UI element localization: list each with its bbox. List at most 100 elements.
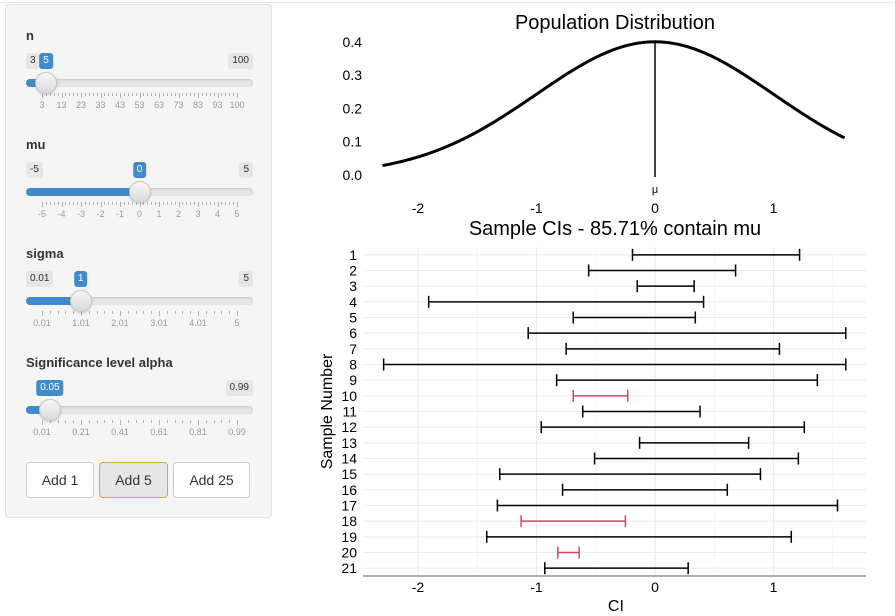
slider-minor-tick xyxy=(92,93,94,96)
n-slider[interactable]: 3 100 5 3 13 23 33 43 53 63 73 83 93 100 xyxy=(26,53,253,131)
slider-minor-tick xyxy=(225,202,227,205)
population-y-tick-label: 0.3 xyxy=(343,67,363,83)
slider-minor-tick xyxy=(174,420,176,423)
slider-tick-label: 3 xyxy=(195,209,201,219)
slider-minor-tick xyxy=(190,420,192,423)
slider-minor-tick xyxy=(123,202,125,205)
slider-minor-tick xyxy=(170,202,172,205)
ci-sample-tick-label: 4 xyxy=(349,294,357,310)
slider-tick-label: 2.01 xyxy=(111,318,129,328)
slider-handle[interactable] xyxy=(38,399,61,421)
slider-track[interactable] xyxy=(26,297,253,305)
slider-tick xyxy=(120,420,121,425)
ci-sample-tick-label: 3 xyxy=(349,278,357,294)
slider-max-label: 0.99 xyxy=(225,380,253,396)
slider-minor-tick xyxy=(147,93,149,96)
ci-sample-tick-label: 16 xyxy=(341,482,357,498)
slider-minor-tick xyxy=(57,311,59,314)
slider-tick-label: 3.01 xyxy=(150,318,168,328)
slider-minor-tick xyxy=(143,93,145,96)
alpha-slider[interactable]: 0.99 0.05 0.01 0.21 0.41 0.61 0.81 0.99 xyxy=(26,380,253,458)
slider-tick-label: 13 xyxy=(56,100,67,110)
ci-sample-tick-label: 9 xyxy=(349,372,357,388)
ci-chart-title: Sample CIs - 85.71% contain mu xyxy=(469,218,761,240)
slider-minor-tick xyxy=(194,202,196,205)
slider-minor-tick xyxy=(221,420,223,423)
sigma-slider[interactable]: 0.01 5 1 0.01 1.01 2.01 3.01 4.01 5 xyxy=(26,271,253,349)
slider-minor-tick xyxy=(213,311,215,314)
slider-handle[interactable] xyxy=(35,72,58,94)
ci-sample-tick-label: 2 xyxy=(349,263,357,279)
slider-minor-tick xyxy=(49,202,51,205)
top-divider xyxy=(0,2,895,3)
add-5-button[interactable]: Add 5 xyxy=(99,462,168,498)
slider-minor-tick xyxy=(205,202,207,205)
slider-handle[interactable] xyxy=(69,290,92,312)
slider-minor-tick xyxy=(96,311,98,314)
slider-minor-tick xyxy=(45,93,47,96)
slider-track[interactable] xyxy=(26,79,253,87)
mu-label: mu xyxy=(26,137,46,152)
slider-minor-tick xyxy=(88,420,90,423)
slider-minor-tick xyxy=(135,93,137,96)
add-1-button[interactable]: Add 1 xyxy=(26,462,94,498)
slider-minor-tick xyxy=(186,202,188,205)
slider-minor-tick xyxy=(84,202,86,205)
slider-fill xyxy=(26,188,140,196)
add-25-button[interactable]: Add 25 xyxy=(173,462,250,498)
slider-minor-tick xyxy=(190,93,192,96)
slider-minor-tick xyxy=(182,311,184,314)
slider-tick-label: 43 xyxy=(114,100,126,110)
slider-tick-label: 63 xyxy=(153,100,165,110)
slider-minor-tick xyxy=(190,202,192,205)
slider-tick-label: -3 xyxy=(76,209,86,219)
slider-tick xyxy=(198,93,199,98)
slider-value-label: 0.05 xyxy=(36,380,64,396)
slider-minor-tick xyxy=(88,202,90,205)
slider-minor-tick xyxy=(116,202,118,205)
slider-tick xyxy=(159,93,160,98)
sidebar-panel: n 3 100 5 3 13 23 33 43 53 63 73 83 93 100 mu -5 5 0 -5-… xyxy=(5,4,272,518)
slider-minor-tick xyxy=(143,420,145,423)
slider-minor-tick xyxy=(65,93,67,96)
slider-max-label: 5 xyxy=(239,271,253,287)
slider-minor-tick xyxy=(96,93,98,96)
slider-minor-tick xyxy=(201,93,203,96)
slider-tick-label: 0 xyxy=(136,209,143,219)
slider-min-label: -5 xyxy=(26,162,43,178)
slider-minor-tick xyxy=(53,93,55,96)
slider-minor-tick xyxy=(123,93,125,96)
population-y-tick-label: 0.1 xyxy=(343,134,363,150)
sigma-label: sigma xyxy=(26,246,64,261)
slider-minor-tick xyxy=(143,311,145,314)
population-x-tick-label: 0 xyxy=(651,200,659,215)
slider-tick-label: 23 xyxy=(75,100,87,110)
slider-value-label: 5 xyxy=(39,53,53,69)
slider-fill xyxy=(26,406,50,414)
slider-minor-tick xyxy=(127,202,129,205)
ci-sample-tick-label: 11 xyxy=(342,404,357,420)
slider-max-label: 5 xyxy=(239,162,253,178)
slider-minor-tick xyxy=(77,93,79,96)
slider-minor-tick xyxy=(229,420,231,423)
slider-tick xyxy=(237,202,238,207)
mu-slider[interactable]: -5 5 0 -5 -4 -3 -2 -1 0 1 2 3 4 5 xyxy=(26,162,253,240)
slider-tick xyxy=(159,420,160,425)
ci-sample-tick-label: 1 xyxy=(349,247,357,263)
slider-minor-tick xyxy=(166,202,168,205)
slider-tick xyxy=(139,93,141,98)
slider-tick xyxy=(178,202,180,207)
ci-sample-tick-label: 12 xyxy=(341,419,357,435)
slider-tick-label: 73 xyxy=(173,100,184,110)
population-y-tick-label: 0.2 xyxy=(343,100,363,116)
slider-handle[interactable] xyxy=(128,181,151,203)
ci-sample-tick-label: 15 xyxy=(341,466,357,482)
mu-marker-label: μ xyxy=(652,184,658,196)
ci-x-axis-title: CI xyxy=(608,598,624,615)
slider-tick xyxy=(198,202,199,207)
slider-tick-label: 3 xyxy=(39,100,45,110)
slider-minor-tick xyxy=(112,311,114,314)
slider-track[interactable] xyxy=(26,406,253,414)
population-x-tick-label: 1 xyxy=(770,200,778,215)
slider-minor-tick xyxy=(96,202,98,205)
